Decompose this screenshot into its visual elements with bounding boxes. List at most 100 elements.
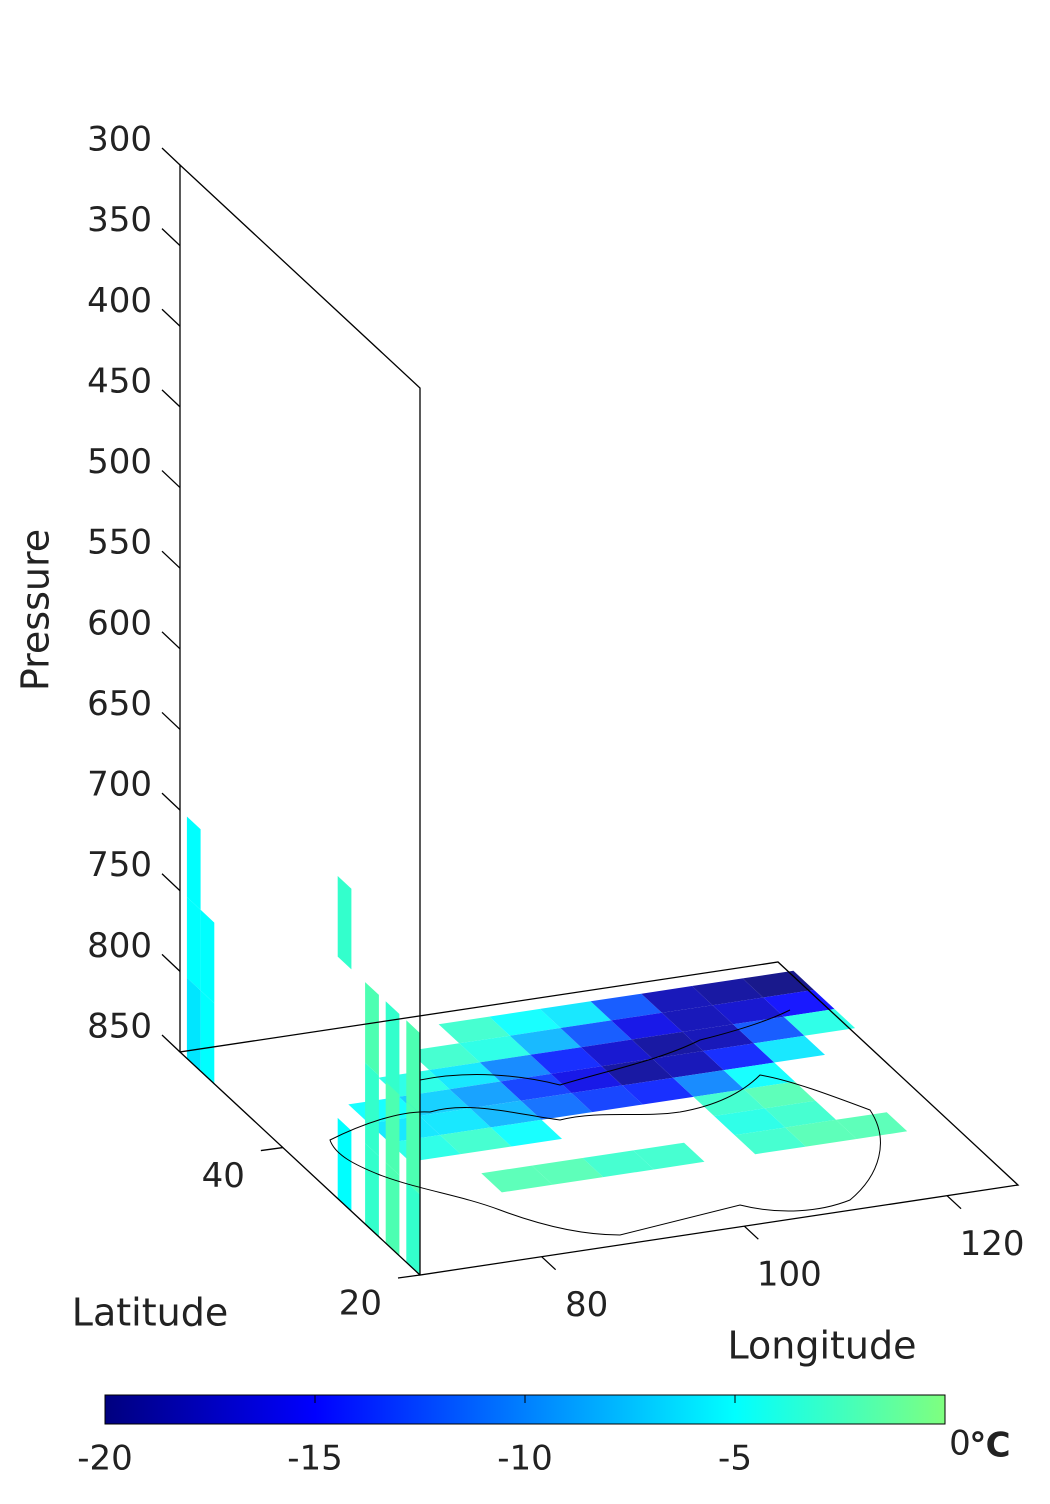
surface-cell xyxy=(470,1100,542,1128)
x-tick xyxy=(743,1225,759,1240)
surface-cell xyxy=(581,1039,653,1067)
z-tick xyxy=(161,550,181,569)
surface-cell xyxy=(703,1043,775,1071)
surface-cell xyxy=(531,1158,604,1185)
surface-cell xyxy=(440,1127,512,1155)
surface-cell xyxy=(661,1005,734,1032)
surface-cell xyxy=(601,1058,673,1086)
surface-cell xyxy=(693,1089,765,1116)
surface-cell xyxy=(764,1100,836,1128)
surface-cell xyxy=(611,1012,683,1040)
surface-cell xyxy=(571,1085,643,1113)
curtain-cell xyxy=(406,1020,420,1114)
x-tick xyxy=(946,1195,962,1210)
z-tick xyxy=(161,631,181,650)
x-axis-title: Longitude xyxy=(728,1324,917,1368)
surface-cell xyxy=(490,1119,562,1147)
surface-cell xyxy=(633,1142,705,1170)
curtain-cell xyxy=(385,1162,400,1256)
curtain-cell xyxy=(337,1117,352,1212)
colorbar-unit: ℃ xyxy=(969,1426,1010,1466)
surface-cell xyxy=(429,1062,501,1090)
z-tick-label: 650 xyxy=(87,684,152,724)
z-tick xyxy=(161,873,181,892)
surface-cell xyxy=(733,1016,805,1044)
curtain-cell xyxy=(365,1143,379,1237)
z-tick-label: 300 xyxy=(87,120,152,160)
x-tick-label: 80 xyxy=(565,1285,608,1325)
y-tick-label: 40 xyxy=(202,1156,245,1196)
surface-cell xyxy=(753,1035,825,1063)
x-tick xyxy=(541,1256,557,1271)
y-tick xyxy=(260,1146,283,1152)
z-tick-label: 800 xyxy=(87,926,152,966)
surface-cell xyxy=(763,989,835,1017)
x-tick-label: 100 xyxy=(757,1255,822,1295)
y-tick xyxy=(397,1274,421,1279)
z-tick xyxy=(161,711,181,730)
z-axis-title: Pressure xyxy=(14,529,58,691)
surface-cell xyxy=(783,1009,856,1036)
surface-cell xyxy=(449,1081,521,1109)
curtain-cell xyxy=(365,1062,379,1157)
curtain-cell xyxy=(186,897,201,991)
surface-cell xyxy=(714,1108,786,1136)
curtain-cell xyxy=(200,990,215,1084)
z-tick-label: 750 xyxy=(87,845,152,885)
axes: 300 350 400 450 500 550 600 650 700 750 800 850 20 40… xyxy=(87,120,1024,1326)
floor-edge xyxy=(178,961,1020,1276)
z-tick xyxy=(161,470,181,489)
surface-cell xyxy=(742,970,814,998)
surface-cell xyxy=(489,1008,561,1036)
colorbar-tick-label: -5 xyxy=(718,1439,752,1479)
surface-cell xyxy=(631,1031,703,1059)
z-tick-label: 350 xyxy=(87,200,152,240)
z-tick-label: 600 xyxy=(87,603,152,643)
colorbar-tick-label: -20 xyxy=(77,1439,133,1479)
curtain-cell xyxy=(365,982,379,1076)
surface-cell xyxy=(712,997,784,1025)
cells xyxy=(186,816,908,1275)
surface-cell xyxy=(560,1020,632,1048)
surface-cell xyxy=(419,1108,491,1135)
x-tick-label: 120 xyxy=(960,1224,1025,1264)
curtain-cell xyxy=(385,1001,400,1095)
colorbar-tick-label: 0 xyxy=(949,1424,971,1464)
z-tick-label: 500 xyxy=(87,442,152,482)
curtain-cell xyxy=(186,816,201,910)
z-tick-label: 550 xyxy=(87,523,152,563)
z-tick xyxy=(161,792,181,811)
surface-cell xyxy=(500,1073,572,1101)
surface-cell xyxy=(734,1127,806,1155)
colorbar-tick-label: -15 xyxy=(287,1439,343,1479)
z-tick-label: 450 xyxy=(87,361,152,401)
surface-cell xyxy=(641,986,713,1013)
curtain-cell xyxy=(186,977,201,1072)
surface-cell xyxy=(652,1051,724,1078)
surface-cell xyxy=(692,978,764,1006)
surface-cell xyxy=(459,1035,531,1063)
surface-cell xyxy=(590,993,662,1021)
colorbar-tick-label: -10 xyxy=(497,1439,553,1479)
z-tick-label: 400 xyxy=(87,281,152,321)
surface-cell xyxy=(481,1165,553,1193)
surface-cell xyxy=(509,1028,582,1055)
surface-cell xyxy=(438,1016,510,1044)
curtain-cell xyxy=(337,876,352,970)
surface-cell xyxy=(520,1093,593,1120)
surface-cell xyxy=(622,1077,694,1105)
surface-cell xyxy=(540,1001,612,1028)
surface-cell xyxy=(682,1024,754,1051)
z-tick-label: 700 xyxy=(87,765,152,805)
z-tick xyxy=(161,389,181,408)
surface-cell xyxy=(582,1150,654,1178)
curtain-cell xyxy=(200,909,215,1004)
curtain-edge xyxy=(179,163,421,1275)
curtain-cell xyxy=(406,1101,420,1195)
y-axis-title: Latitude xyxy=(72,1291,228,1335)
y-tick-label: 20 xyxy=(339,1284,382,1324)
z-tick xyxy=(161,308,181,327)
surface-cell xyxy=(744,1081,816,1109)
